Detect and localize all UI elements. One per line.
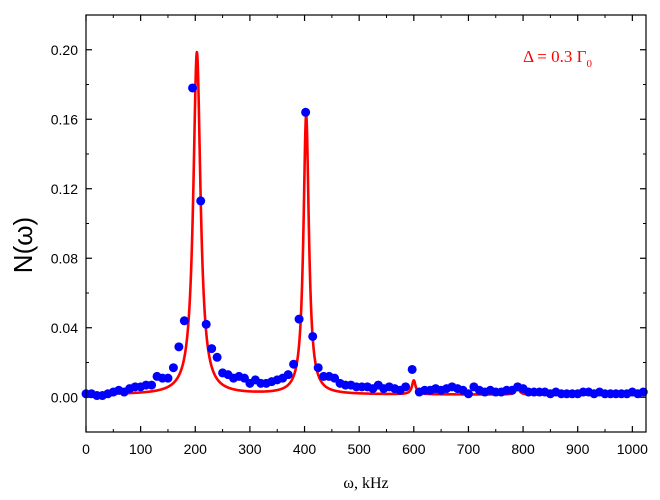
annotation-label: Δ = 0.3 Γ0 — [523, 47, 592, 70]
x-tick-label: 300 — [238, 441, 262, 457]
scatter-series — [81, 83, 648, 401]
x-axis-title: ω, kHz — [343, 475, 388, 492]
scatter-point — [147, 380, 157, 390]
scatter-point — [212, 352, 222, 362]
x-tick-label: 200 — [184, 441, 208, 457]
x-tick-label: 400 — [293, 441, 317, 457]
scatter-point — [179, 316, 189, 326]
x-tick-label: 100 — [129, 441, 153, 457]
y-tick-label: 0.04 — [51, 320, 78, 336]
annotation-main: Δ = 0.3 Γ — [523, 47, 587, 66]
x-tick-label: 1000 — [617, 441, 648, 457]
y-axis-ticks: 0.00 0.04 0.08 0.12 0.16 0.20 — [51, 42, 646, 405]
x-tick-label: 900 — [566, 441, 590, 457]
scatter-point — [188, 83, 198, 93]
x-tick-label: 800 — [511, 441, 535, 457]
scatter-point — [407, 364, 417, 374]
scatter-point — [163, 373, 173, 383]
scatter-point — [201, 319, 211, 329]
y-tick-label: 0.00 — [51, 389, 78, 405]
y-tick-label: 0.16 — [51, 111, 78, 127]
x-tick-label: 0 — [82, 441, 90, 457]
y-tick-label: 0.12 — [51, 181, 78, 197]
scatter-point — [294, 314, 304, 324]
y-axis-title: N(ω) — [8, 217, 38, 273]
scatter-point — [283, 370, 293, 380]
plot-frame — [85, 14, 647, 433]
y-tick-label: 0.20 — [51, 42, 78, 58]
scatter-point — [463, 389, 473, 399]
x-axis-ticks: 0 100 200 300 400 500 600 700 800 900 1000 — [82, 15, 648, 457]
scatter-point — [313, 363, 323, 373]
x-tick-label: 700 — [457, 441, 481, 457]
scatter-point — [196, 196, 206, 206]
annotation-subscript: 0 — [586, 58, 592, 70]
scatter-point — [308, 331, 318, 341]
x-tick-label: 500 — [347, 441, 371, 457]
scatter-point — [174, 342, 184, 352]
scatter-point — [207, 344, 217, 354]
y-tick-label: 0.08 — [51, 250, 78, 266]
scatter-point — [168, 363, 178, 373]
scatter-point — [289, 359, 299, 369]
scatter-point — [401, 382, 411, 392]
scatter-point — [301, 107, 311, 117]
x-tick-label: 600 — [402, 441, 426, 457]
